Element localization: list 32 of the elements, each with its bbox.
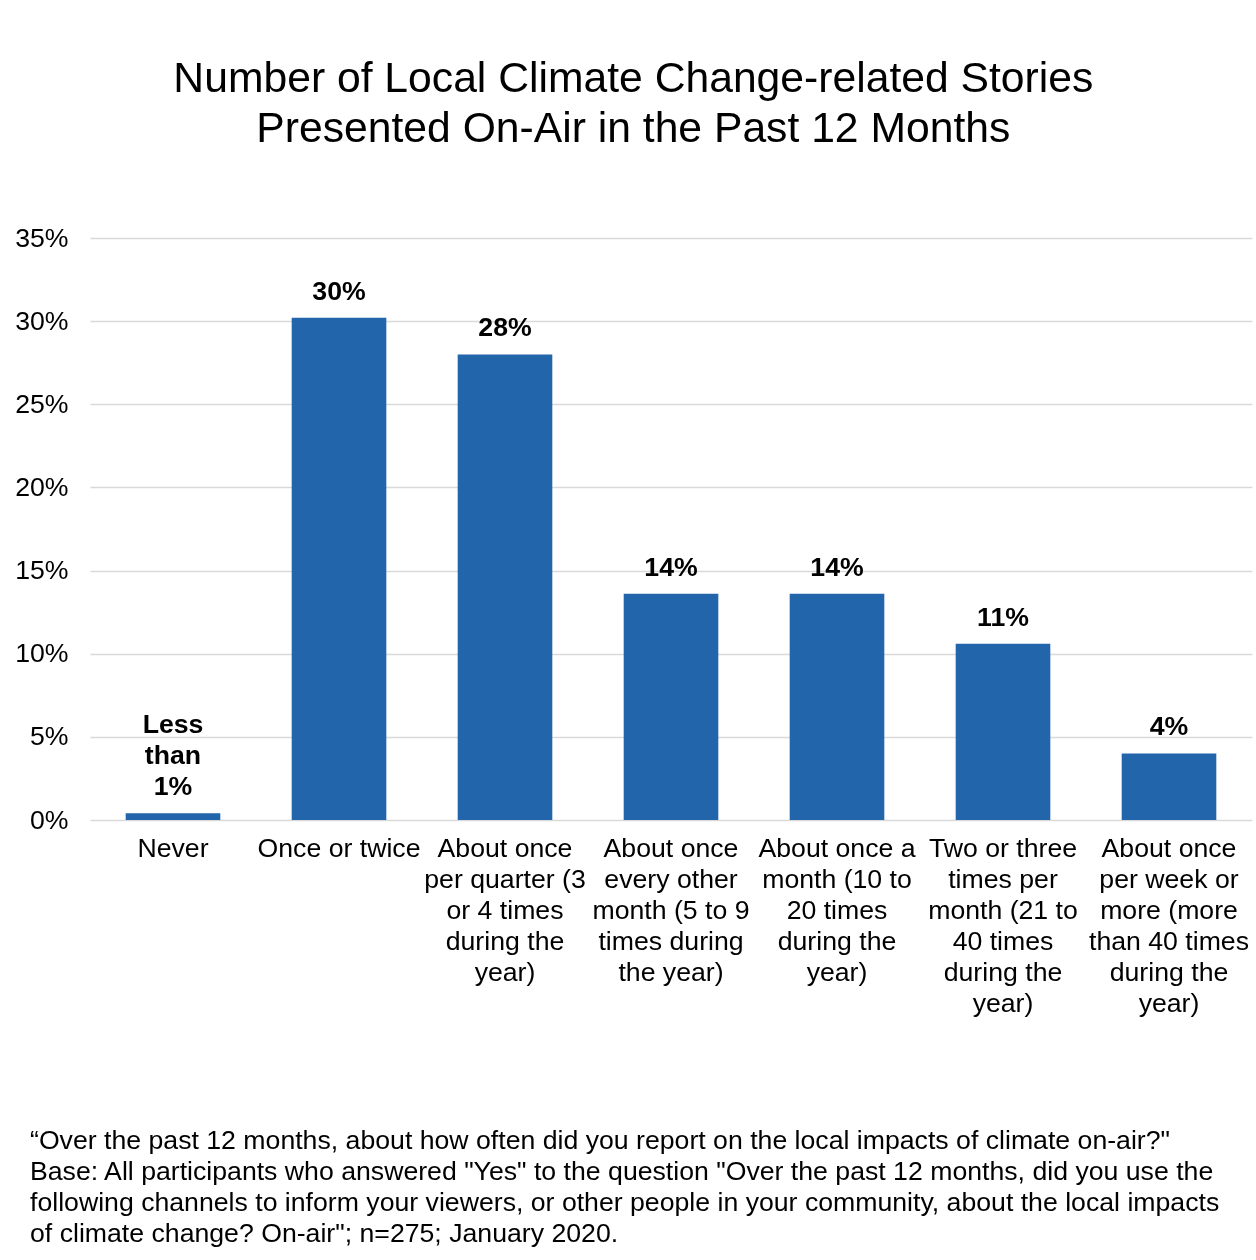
x-tick-label: About once per week or more (more than 40 times during the year) [1088, 832, 1250, 1018]
y-tick-label: 35% [15, 222, 69, 253]
bar [457, 354, 553, 820]
data-label: 30% [312, 275, 366, 306]
y-tick-label: 0% [29, 804, 69, 835]
x-tick-label: Once or twice [257, 832, 421, 863]
data-label: Less than 1% [142, 709, 204, 802]
text: Base: All participants who answered "Yes" to the question "Over the past 12 months, did you use the following channels to inform your viewers, or other people in your community, about the local impacts of climate change? On-air"; n=275; January 2020. [30, 1156, 1220, 1248]
bar [789, 593, 885, 820]
y-tick-label: 25% [15, 388, 69, 419]
text: “Over the past 12 months, about how often did you report on the local impacts of climate on-air?" [30, 1125, 1170, 1155]
bar [291, 317, 387, 820]
bar [1121, 753, 1217, 820]
x-tick-label: Two or three times per month (21 to 40 times during the year) [928, 832, 1078, 1018]
y-tick-label: 15% [15, 555, 69, 586]
data-label: 28% [478, 312, 532, 343]
bar [623, 593, 719, 820]
y-tick-label: 5% [29, 721, 69, 752]
x-tick-label: Never [137, 832, 209, 863]
bar [125, 813, 221, 820]
data-label: 11% [977, 601, 1029, 632]
x-tick-label: About once per quarter (3 or 4 times during the year) [424, 832, 586, 987]
data-label: 4% [1149, 711, 1189, 742]
x-tick-label: About once every other month (5 to 9 times during the year) [592, 832, 750, 987]
bar [955, 643, 1051, 820]
y-tick-label: 20% [15, 471, 69, 502]
y-tick-label: 10% [15, 638, 69, 669]
chart-title: Number of Local Climate Change-related Stories Presented On-Air in the Past 12 Months [173, 53, 1094, 152]
x-tick-label: About once a month (10 to 20 times during the year) [758, 832, 916, 987]
data-label: 14% [644, 551, 698, 582]
data-label: 14% [810, 551, 864, 582]
y-tick-label: 30% [15, 305, 69, 336]
